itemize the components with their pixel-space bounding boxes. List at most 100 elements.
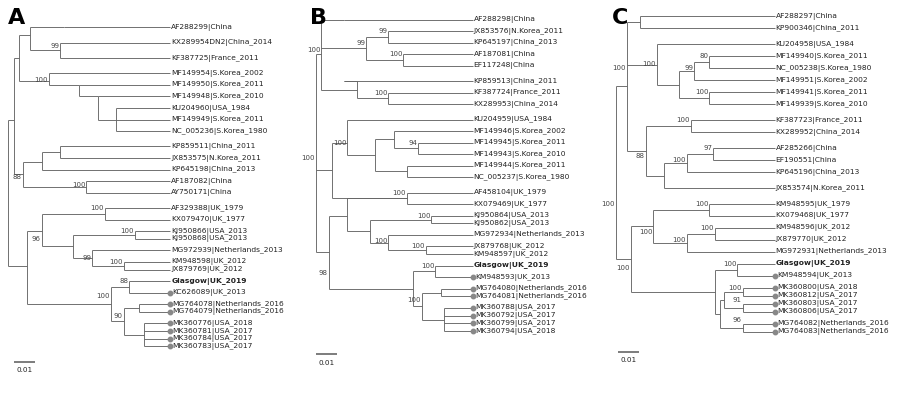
Text: 100: 100 bbox=[613, 65, 626, 71]
Text: MG972934|Netherlands_2013: MG972934|Netherlands_2013 bbox=[473, 231, 585, 238]
Text: 96: 96 bbox=[32, 236, 40, 242]
Text: KM948597|UK_2012: KM948597|UK_2012 bbox=[473, 251, 549, 258]
Text: MK360812|USA_2017: MK360812|USA_2017 bbox=[777, 292, 858, 300]
Text: KP859513|China_2011: KP859513|China_2011 bbox=[473, 78, 558, 84]
Text: JX879768|UK_2012: JX879768|UK_2012 bbox=[473, 243, 545, 250]
Text: MK360806|USA_2017: MK360806|USA_2017 bbox=[777, 308, 858, 315]
Text: 100: 100 bbox=[695, 201, 708, 207]
Text: 100: 100 bbox=[695, 89, 708, 95]
Text: 99: 99 bbox=[356, 40, 365, 46]
Text: MF149941|S.Korea_2011: MF149941|S.Korea_2011 bbox=[776, 89, 868, 96]
Text: 100: 100 bbox=[728, 285, 742, 291]
Text: 91: 91 bbox=[733, 297, 742, 303]
Text: MF149946|S.Korea_2002: MF149946|S.Korea_2002 bbox=[473, 128, 566, 135]
Text: MF149939|S.Korea_2010: MF149939|S.Korea_2010 bbox=[776, 101, 868, 108]
Text: KU204959|USA_1984: KU204959|USA_1984 bbox=[473, 116, 553, 123]
Text: 99: 99 bbox=[50, 43, 59, 50]
Text: 100: 100 bbox=[417, 213, 430, 219]
Text: 100: 100 bbox=[672, 237, 686, 243]
Text: KM948594|UK_2013: KM948594|UK_2013 bbox=[777, 272, 852, 280]
Text: AY750171|China: AY750171|China bbox=[171, 189, 233, 196]
Text: Glasgow|UK_2019: Glasgow|UK_2019 bbox=[776, 260, 851, 267]
Text: MF149940|S.Korea_2011: MF149940|S.Korea_2011 bbox=[776, 53, 868, 59]
Text: MK360792|USA_2017: MK360792|USA_2017 bbox=[475, 312, 555, 319]
Text: MK360788|USA_2017: MK360788|USA_2017 bbox=[475, 305, 555, 312]
Text: 100: 100 bbox=[420, 262, 434, 269]
Text: KJ950864|USA_2013: KJ950864|USA_2013 bbox=[473, 212, 550, 219]
Text: MG764083|Netherlands_2016: MG764083|Netherlands_2016 bbox=[777, 328, 888, 335]
Text: MF149945|S.Korea_2011: MF149945|S.Korea_2011 bbox=[473, 139, 566, 146]
Text: MK360799|USA_2017: MK360799|USA_2017 bbox=[475, 320, 555, 327]
Text: AF285266|China: AF285266|China bbox=[776, 144, 837, 151]
Text: AF329388|UK_1979: AF329388|UK_1979 bbox=[171, 205, 245, 211]
Text: MG764080|Netherlands_2016: MG764080|Netherlands_2016 bbox=[475, 285, 587, 292]
Text: MK360783|USA_2017: MK360783|USA_2017 bbox=[173, 343, 253, 350]
Text: MF149954|S.Korea_2002: MF149954|S.Korea_2002 bbox=[171, 70, 264, 77]
Text: AF187081|China: AF187081|China bbox=[473, 51, 536, 58]
Text: KU204960|USA_1984: KU204960|USA_1984 bbox=[171, 104, 250, 111]
Text: 100: 100 bbox=[601, 201, 615, 207]
Text: KM948593|UK_2013: KM948593|UK_2013 bbox=[475, 274, 550, 281]
Text: KJ950866|USA_2013: KJ950866|USA_2013 bbox=[171, 228, 248, 235]
Text: 100: 100 bbox=[723, 261, 736, 267]
Text: JX853575|N.Korea_2011: JX853575|N.Korea_2011 bbox=[171, 154, 261, 161]
Text: EF190551|China: EF190551|China bbox=[776, 156, 837, 163]
Text: 88: 88 bbox=[120, 278, 129, 284]
Text: 100: 100 bbox=[411, 243, 425, 250]
Text: KM948596|UK_2012: KM948596|UK_2012 bbox=[776, 225, 850, 231]
Text: 100: 100 bbox=[392, 190, 406, 196]
Text: 100: 100 bbox=[643, 61, 656, 67]
Text: 99: 99 bbox=[684, 65, 693, 71]
Text: KP900346|China_2011: KP900346|China_2011 bbox=[776, 25, 859, 32]
Text: NC_005238|S.Korea_1980: NC_005238|S.Korea_1980 bbox=[776, 64, 872, 72]
Text: 100: 100 bbox=[96, 293, 110, 300]
Text: MG764082|Netherlands_2016: MG764082|Netherlands_2016 bbox=[777, 320, 888, 327]
Text: MF149951|S.Korea_2002: MF149951|S.Korea_2002 bbox=[776, 77, 868, 84]
Text: MF149949|S.Korea_2011: MF149949|S.Korea_2011 bbox=[171, 116, 264, 123]
Text: C: C bbox=[612, 8, 628, 28]
Text: 100: 100 bbox=[408, 297, 421, 303]
Text: KP645198|China_2013: KP645198|China_2013 bbox=[171, 166, 256, 173]
Text: 100: 100 bbox=[676, 117, 689, 123]
Text: 100: 100 bbox=[307, 47, 320, 53]
Text: AF187082|China: AF187082|China bbox=[171, 178, 233, 185]
Text: 100: 100 bbox=[616, 265, 630, 271]
Text: AF288298|China: AF288298|China bbox=[473, 16, 536, 23]
Text: 94: 94 bbox=[409, 140, 418, 146]
Text: JX879769|UK_2012: JX879769|UK_2012 bbox=[171, 266, 243, 273]
Text: MK360794|USA_2018: MK360794|USA_2018 bbox=[475, 327, 555, 334]
Text: 97: 97 bbox=[703, 145, 712, 151]
Text: KF387725|France_2011: KF387725|France_2011 bbox=[171, 54, 259, 62]
Text: 100: 100 bbox=[389, 51, 402, 57]
Text: 100: 100 bbox=[121, 228, 134, 234]
Text: MK360781|USA_2017: MK360781|USA_2017 bbox=[173, 327, 253, 334]
Text: 88: 88 bbox=[13, 174, 22, 180]
Text: MG764079|Netherlands_2016: MG764079|Netherlands_2016 bbox=[173, 308, 284, 315]
Text: 100: 100 bbox=[72, 182, 86, 188]
Text: MK360784|USA_2017: MK360784|USA_2017 bbox=[173, 335, 253, 342]
Text: KU204958|USA_1984: KU204958|USA_1984 bbox=[776, 41, 854, 48]
Text: MG972931|Netherlands_2013: MG972931|Netherlands_2013 bbox=[776, 248, 887, 255]
Text: KF387724|France_2011: KF387724|France_2011 bbox=[473, 89, 561, 96]
Text: MG764078|Netherlands_2016: MG764078|Netherlands_2016 bbox=[173, 301, 284, 308]
Text: KF387723|France_2011: KF387723|France_2011 bbox=[776, 116, 863, 124]
Text: 100: 100 bbox=[639, 229, 652, 235]
Text: KM948598|UK_2012: KM948598|UK_2012 bbox=[171, 258, 247, 265]
Text: Glasgow|UK_2019: Glasgow|UK_2019 bbox=[473, 262, 549, 269]
Text: 90: 90 bbox=[113, 313, 122, 319]
Text: 88: 88 bbox=[635, 153, 644, 159]
Text: MF149944|S.Korea_2011: MF149944|S.Korea_2011 bbox=[473, 162, 566, 169]
Text: AF288297|China: AF288297|China bbox=[776, 12, 837, 20]
Text: 99: 99 bbox=[379, 28, 388, 34]
Text: JX879770|UK_2012: JX879770|UK_2012 bbox=[776, 236, 847, 243]
Text: 100: 100 bbox=[34, 77, 48, 82]
Text: MF149948|S.Korea_2010: MF149948|S.Korea_2010 bbox=[171, 93, 264, 100]
Text: 98: 98 bbox=[319, 270, 328, 276]
Text: MF149943|S.Korea_2010: MF149943|S.Korea_2010 bbox=[473, 151, 566, 158]
Text: 0.01: 0.01 bbox=[620, 357, 636, 364]
Text: B: B bbox=[310, 8, 327, 28]
Text: MG972939|Netherlands_2013: MG972939|Netherlands_2013 bbox=[171, 247, 283, 254]
Text: KX079470|UK_1977: KX079470|UK_1977 bbox=[171, 216, 246, 223]
Text: 99: 99 bbox=[82, 255, 91, 261]
Text: MF149950|S.Korea_2011: MF149950|S.Korea_2011 bbox=[171, 82, 264, 89]
